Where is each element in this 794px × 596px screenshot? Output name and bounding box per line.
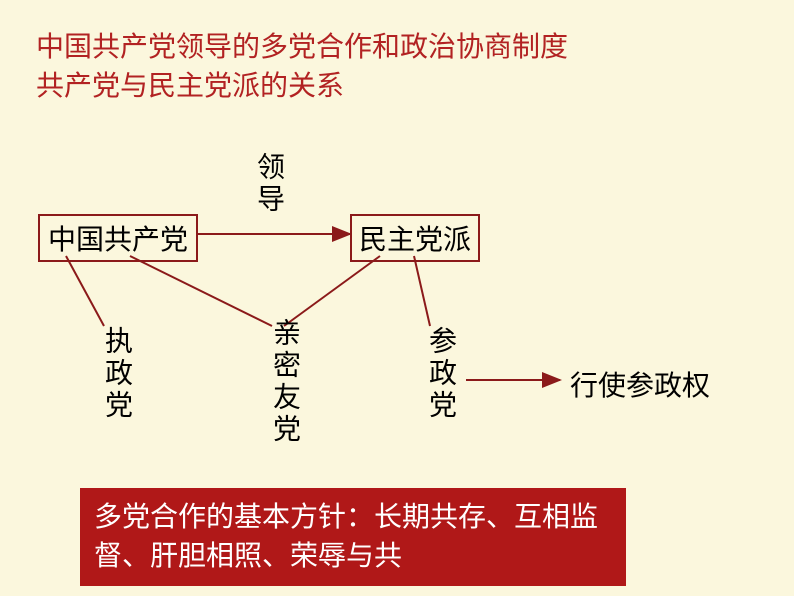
line-left-friend <box>130 256 272 326</box>
title-line1: 中国共产党领导的多党合作和政治协商制度 <box>36 32 568 63</box>
line-left-exec <box>66 256 104 326</box>
node-democratic-label: 民主党派 <box>359 225 471 256</box>
node-ccp: 中国共产党 <box>38 214 198 262</box>
node-democratic-parties: 民主党派 <box>350 214 480 262</box>
label-participating-party: 参政党 <box>420 326 460 422</box>
policy-banner-text: 多党合作的基本方针：长期共存、互相监督、肝胆相照、荣辱与共 <box>94 502 598 572</box>
label-lead: 领导 <box>248 152 288 216</box>
label-exercise-right: 行使参政权 <box>570 364 710 404</box>
node-ccp-label: 中国共产党 <box>48 225 188 256</box>
line-right-participate <box>414 256 430 326</box>
policy-banner: 多党合作的基本方针：长期共存、互相监督、肝胆相照、荣辱与共 <box>80 488 626 586</box>
label-exec-party: 执政党 <box>96 326 136 422</box>
label-close-friend: 亲密友党 <box>264 318 304 446</box>
page-title: 中国共产党领导的多党合作和政治协商制度 共产党与民主党派的关系 <box>36 28 568 106</box>
line-right-friend <box>284 256 380 326</box>
title-line2: 共产党与民主党派的关系 <box>36 71 344 102</box>
